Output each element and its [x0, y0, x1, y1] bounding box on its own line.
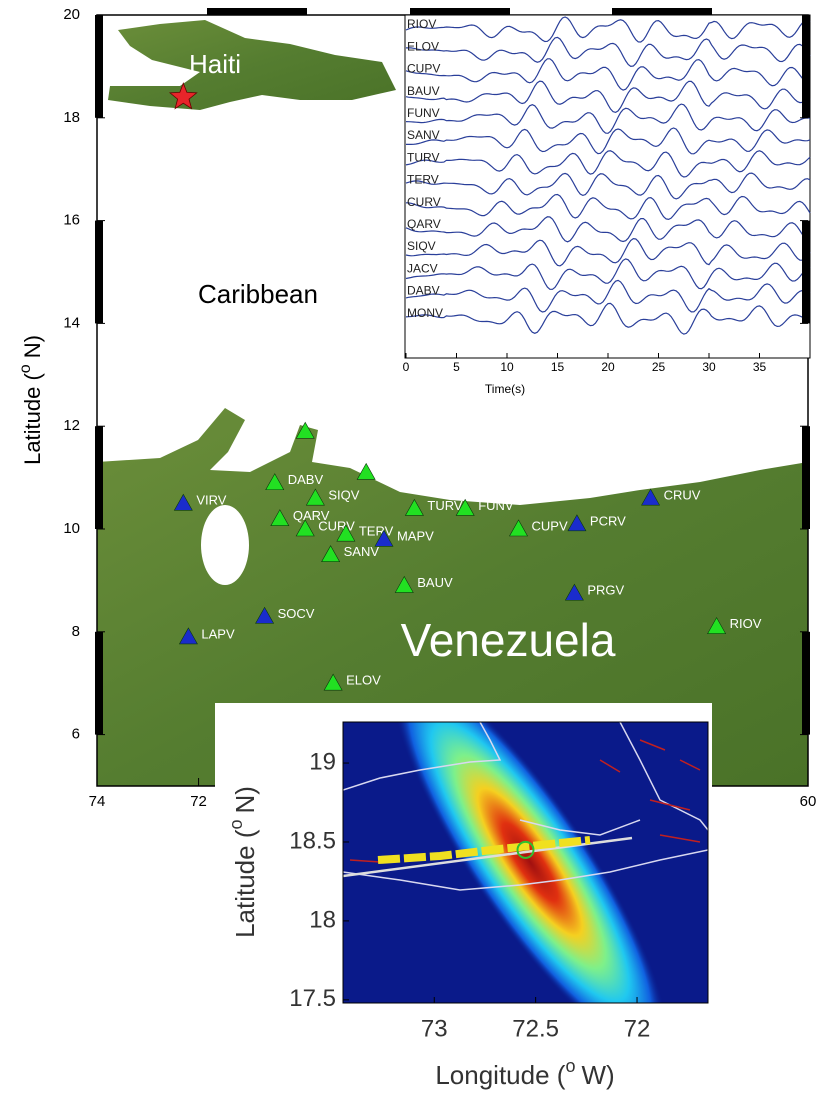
- frame-bar: [802, 15, 810, 118]
- frame-bar: [95, 426, 103, 529]
- y-tick-label: 20: [63, 6, 80, 23]
- sea-label: Caribbean: [198, 279, 318, 309]
- figure: Caribbean Venezuela Haiti Latitude (oN) …: [0, 0, 816, 1098]
- y-tick-label: 10: [63, 520, 80, 537]
- trace-label: JACV: [407, 261, 438, 275]
- station-label: SOCV: [278, 606, 315, 621]
- y-tick-label: 6: [72, 726, 80, 743]
- trace-label: CURV: [407, 195, 441, 209]
- station-label: RIOV: [730, 616, 762, 631]
- x-tick-label: 0: [403, 360, 410, 374]
- trace-label: SIQV: [407, 239, 436, 253]
- station-label: MAPV: [397, 529, 434, 544]
- y-tick-label: 16: [63, 212, 80, 229]
- trace-label: TURV: [407, 150, 439, 164]
- frame-bar: [802, 221, 810, 324]
- x-tick-label: 73: [421, 1015, 448, 1042]
- station-label: CRUV: [664, 488, 701, 503]
- trace-label: ELOV: [407, 39, 439, 53]
- trace-label: TERV: [407, 173, 439, 187]
- inset-y-label: Latitude (o N): [226, 786, 260, 938]
- station-label: SANV: [344, 544, 380, 559]
- inset-x-end: W): [581, 1060, 614, 1090]
- y-axis-label: Latitude (o N): [17, 335, 45, 465]
- frame-bar: [95, 632, 103, 735]
- x-tick-label: 72.5: [512, 1015, 559, 1042]
- x-tick-label: 35: [753, 360, 767, 374]
- x-tick-label: 74: [89, 793, 106, 810]
- y-tick-label: 18: [309, 906, 336, 933]
- station-label: SIQV: [328, 488, 359, 503]
- y-tick-label: 12: [63, 417, 80, 434]
- x-tick-label: 25: [652, 360, 666, 374]
- station-label: BAUV: [417, 575, 453, 590]
- station-label: DABV: [288, 472, 324, 487]
- frame-bar: [802, 426, 810, 529]
- frame-bar: [612, 8, 712, 15]
- station-label: ELOV: [346, 673, 381, 688]
- y-tick-label: 8: [72, 623, 80, 640]
- inset-x-text: Longitude (: [435, 1060, 565, 1090]
- x-tick-label: 15: [551, 360, 565, 374]
- station-label: CUPV: [532, 518, 568, 533]
- inset-y-text: Latitude (: [230, 829, 260, 938]
- y-tick-label: 17.5: [289, 985, 336, 1012]
- inset-x-label: Longitude (o W): [435, 1056, 614, 1090]
- x-tick-label: 72: [624, 1015, 651, 1042]
- inset-y-end: N): [230, 786, 260, 813]
- waveform-frame: [405, 15, 810, 358]
- frame-bar: [95, 221, 103, 324]
- x-tick-label: 60: [800, 793, 816, 810]
- station-label: VIRV: [196, 493, 226, 508]
- y-label-end: N): [20, 335, 45, 358]
- frame-bar: [410, 8, 510, 15]
- y-tick-label: 18.5: [289, 827, 336, 854]
- inset-y-sup: o: [226, 820, 246, 830]
- x-tick-label: 10: [500, 360, 514, 374]
- trace-label: MONV: [407, 306, 443, 320]
- y-tick-label: 19: [309, 748, 336, 775]
- frame-bar: [802, 632, 810, 735]
- trace-label: QARV: [407, 217, 441, 231]
- y-tick-label: 14: [63, 314, 80, 331]
- region-label: Haiti: [189, 49, 241, 79]
- station-label: JACV: [379, 462, 413, 477]
- frame-bar: [207, 8, 307, 15]
- country-label: Venezuela: [401, 614, 616, 666]
- trace-label: BAUV: [407, 84, 440, 98]
- trace-label: SANV: [407, 128, 440, 142]
- trace-label: RIOV: [407, 17, 436, 31]
- x-tick-label: 5: [453, 360, 460, 374]
- x-tick-label: 20: [601, 360, 615, 374]
- x-tick-label: 30: [702, 360, 716, 374]
- station-label: CURV: [318, 518, 355, 533]
- frame-bar: [95, 15, 103, 118]
- station-label: TURV: [427, 498, 462, 513]
- waveform-inset: 0 5 10 15 20 25 30 35 Time(s) RIOV ELOV CUPV BAUV FUN…: [403, 15, 810, 396]
- trace-label: DABV: [407, 284, 440, 298]
- station-label: MONV: [318, 421, 357, 436]
- y-tick-label: 18: [63, 109, 80, 126]
- y-label-text: Latitude (: [20, 373, 45, 465]
- lake-maracaibo: [201, 505, 249, 585]
- station-label: TERV: [359, 524, 394, 539]
- station-label: PCRV: [590, 513, 626, 528]
- station-label: PRGV: [587, 583, 624, 598]
- y-label-sup: o: [17, 364, 34, 373]
- station-label: LAPV: [201, 626, 235, 641]
- inset-x-sup: o: [565, 1056, 575, 1076]
- x-tick-label: 72: [190, 793, 207, 810]
- station-label: FUNV: [478, 498, 514, 513]
- trace-label: FUNV: [407, 106, 440, 120]
- x-axis-label: Time(s): [485, 382, 525, 396]
- trace-label: CUPV: [407, 62, 440, 76]
